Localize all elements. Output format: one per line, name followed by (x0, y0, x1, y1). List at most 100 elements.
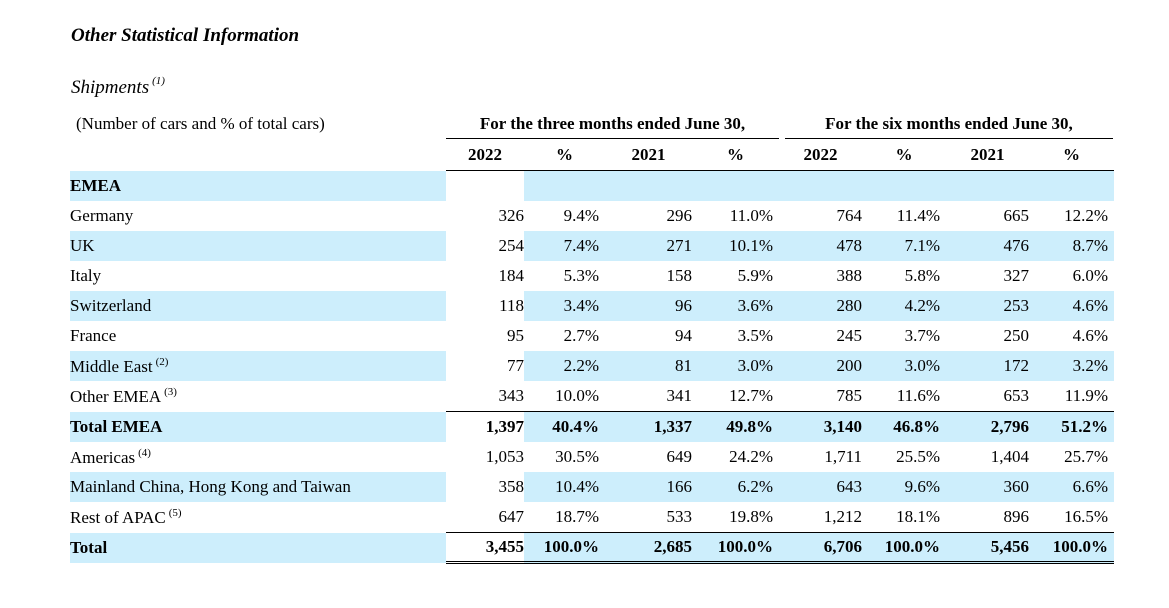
cell-value: 4.6% (1029, 291, 1114, 321)
cell-value: 647 (498, 507, 525, 526)
period-header-six-months: For the six months ended June 30, (785, 114, 1113, 139)
table-row: Mainland China, Hong Kong and Taiwan 358… (70, 472, 1114, 502)
col-header-2022-q: 2022 (446, 140, 524, 171)
row-label-text: Middle East (70, 356, 153, 376)
cell-value: 3,455 (446, 532, 524, 564)
cell-value: 7.4% (524, 231, 605, 261)
footnote-marker: (5) (168, 506, 182, 519)
cell-value: 478 (779, 231, 862, 261)
cell-value: 158 (666, 266, 693, 285)
cell-value: 5,456 (946, 532, 1029, 564)
cell-value: 100.0% (862, 532, 946, 564)
cell-value: 6.0% (1072, 266, 1108, 285)
cell-value: 3.0% (862, 351, 946, 381)
cell-value: 245 (836, 326, 863, 345)
table-row: Total 3,455 100.0% 2,685 100.0% 6,706 10… (70, 532, 1114, 564)
row-label: Italy (70, 266, 102, 285)
cell-value: 5.3% (563, 266, 599, 285)
table-row: Total EMEA 1,397 40.4% 1,337 49.8% 3,140… (70, 411, 1114, 442)
cell-value: 653 (1003, 386, 1030, 405)
cell-value: 10.0% (555, 386, 599, 405)
cell-value: 25.5% (896, 447, 940, 466)
cell-value: 118 (499, 296, 524, 315)
cell-value: 172 (946, 351, 1029, 381)
cell-value: 2.2% (524, 351, 605, 381)
cell-value: 10.1% (692, 231, 779, 261)
cell-value: 49.8% (692, 411, 779, 442)
cell-value: 81 (605, 351, 692, 381)
row-label: Total EMEA (70, 411, 446, 442)
cell-value: 3.4% (524, 291, 605, 321)
table-subtitle: Shipments (1) (71, 75, 165, 99)
row-label: Total (70, 532, 446, 563)
cell-value: 1,711 (824, 447, 862, 466)
col-header-2022-h: 2022 (779, 140, 862, 171)
cell-value: 2,796 (946, 411, 1029, 442)
cell-value: 77 (507, 356, 524, 375)
cell-value: 11.0% (729, 206, 773, 225)
cell-value: 10.4% (524, 472, 605, 502)
cell-value: 533 (666, 507, 693, 526)
cell-value: 12.7% (729, 386, 773, 405)
cell-value: 11.9% (1064, 386, 1108, 405)
cell-value: 785 (836, 386, 863, 405)
cell-value: 326 (498, 206, 525, 225)
cell-value: 643 (779, 472, 862, 502)
cell-value: 476 (946, 231, 1029, 261)
table-row: France 95 2.7% 94 3.5% 245 3.7% 250 4.6% (70, 321, 1114, 351)
footnote-marker: (2) (155, 355, 169, 368)
year-header-row: 2022 % 2021 % 2022 % 2021 % (70, 140, 1114, 171)
cell-value: 296 (666, 206, 693, 225)
cell-value: 7.1% (862, 231, 946, 261)
table-row: Rest of APAC (5) 647 18.7% 533 19.8% 1,21… (70, 502, 1114, 533)
cell-value: 3,140 (779, 411, 862, 442)
cell-value: 360 (946, 472, 1029, 502)
cell-value: 166 (605, 472, 692, 502)
cell-value: 3.2% (1029, 351, 1114, 381)
table-row: EMEA (70, 170, 1114, 201)
row-label: EMEA (70, 170, 446, 201)
subtitle-footnote: (1) (152, 75, 165, 87)
cell-value: 327 (1003, 266, 1030, 285)
cell-value: 9.6% (862, 472, 946, 502)
cell-value: 100.0% (1029, 532, 1114, 564)
cell-value: 1,404 (990, 447, 1029, 466)
row-label: Mainland China, Hong Kong and Taiwan (70, 472, 446, 502)
row-label: UK (70, 231, 446, 261)
row-label: Americas (4) (70, 442, 446, 472)
cell-value: 4.6% (1072, 326, 1108, 345)
cell-value: 6,706 (779, 532, 862, 564)
cell-value: 341 (666, 386, 693, 405)
subtitle-text: Shipments (71, 77, 150, 98)
cell-value: 271 (605, 231, 692, 261)
cell-value: 5.8% (904, 266, 940, 285)
section-title: Other Statistical Information (71, 25, 300, 46)
cell-value: 254 (498, 236, 525, 255)
cell-value: 2.7% (563, 326, 599, 345)
row-label-text: Other EMEA (70, 386, 162, 406)
cell-value: 280 (779, 291, 862, 321)
cell-value: 1,397 (446, 411, 524, 442)
cell-value: 11.4% (896, 206, 940, 225)
cell-value: 40.4% (524, 411, 605, 442)
cell-value: 649 (666, 447, 693, 466)
cell-value: 3.7% (904, 326, 940, 345)
cell-value: 12.2% (1064, 206, 1108, 225)
row-label: France (70, 326, 117, 345)
period-header-three-months: For the three months ended June 30, (446, 114, 779, 139)
col-header-pct-2021-h: % (1029, 140, 1114, 171)
cell-value: 9.4% (563, 206, 599, 225)
cell-value: 1,337 (605, 411, 692, 442)
cell-value: 184 (498, 266, 525, 285)
cell-value: 665 (1003, 206, 1030, 225)
cell-value: 2,685 (605, 532, 692, 564)
table-row: Middle East (2) 77 2.2% 81 3.0% 200 3.0% … (70, 351, 1114, 381)
footnote-marker: (3) (164, 385, 177, 398)
table-row: Italy 184 5.3% 158 5.9% 388 5.8% 327 6.0… (70, 261, 1114, 291)
cell-value: 896 (1003, 507, 1030, 526)
table-row: Switzerland 118 3.4% 96 3.6% 280 4.2% 25… (70, 291, 1114, 321)
cell-value: 18.1% (896, 507, 940, 526)
cell-value: 3.6% (692, 291, 779, 321)
label-column-header (70, 140, 446, 171)
cell-value: 6.2% (692, 472, 779, 502)
